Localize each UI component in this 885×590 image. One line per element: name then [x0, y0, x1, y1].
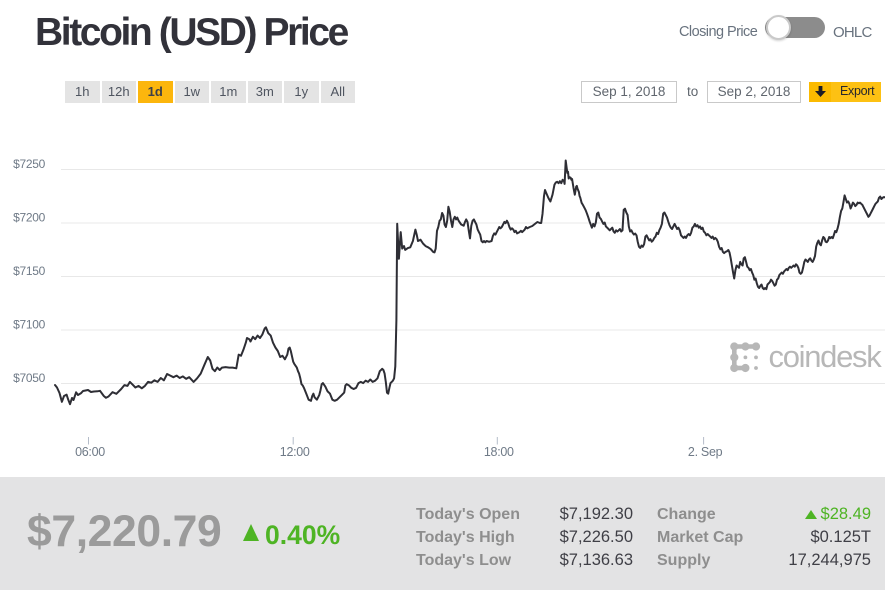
svg-text:$7250: $7250 — [13, 157, 45, 171]
svg-text:06:00: 06:00 — [75, 445, 105, 459]
svg-text:$7200: $7200 — [13, 211, 45, 225]
svg-text:$7100: $7100 — [13, 318, 45, 332]
svg-text:coindesk: coindesk — [769, 339, 883, 374]
svg-text:2. Sep: 2. Sep — [688, 445, 723, 459]
svg-text:$7150: $7150 — [13, 264, 45, 278]
svg-text:12:00: 12:00 — [280, 445, 310, 459]
svg-text:$7050: $7050 — [13, 371, 45, 385]
svg-text:18:00: 18:00 — [484, 445, 514, 459]
